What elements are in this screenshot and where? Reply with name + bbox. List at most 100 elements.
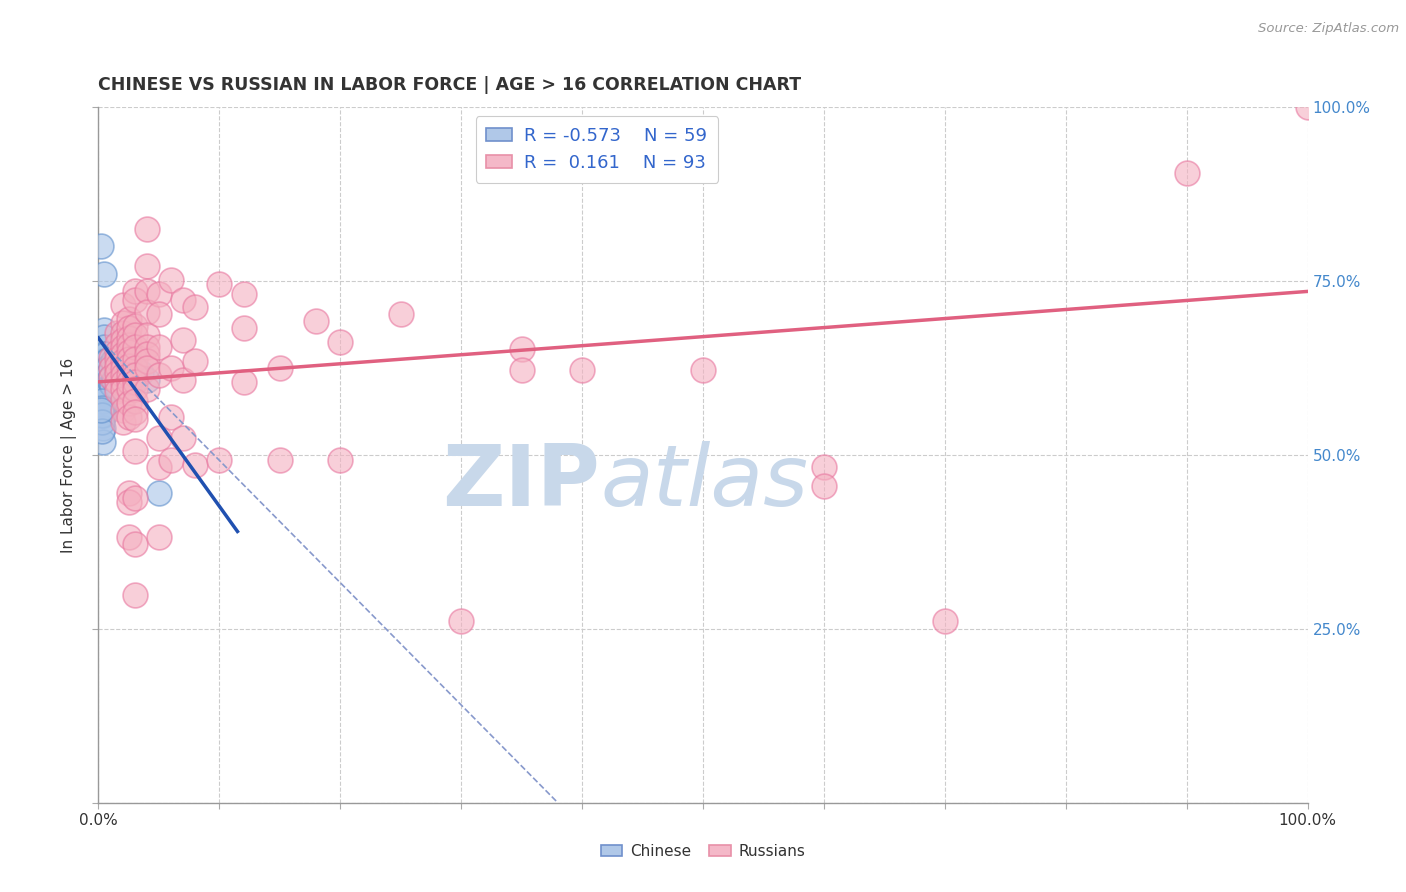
Point (94, 354, 117, 368)
Point (124, 444, 146, 458)
Point (93, 329, 115, 343)
Point (96, 373, 118, 387)
Point (96, 385, 118, 400)
Point (100, 378, 122, 392)
Point (124, 405, 146, 419)
Point (172, 293, 194, 308)
Point (94, 391, 117, 405)
Point (118, 375, 141, 389)
Point (111, 402, 134, 417)
Point (91, 424, 114, 438)
Point (148, 368, 170, 382)
Point (135, 328, 157, 343)
Point (111, 326, 134, 340)
Point (329, 453, 352, 467)
Point (111, 298, 134, 312)
Point (98, 373, 121, 387)
Point (124, 382, 146, 396)
Point (111, 316, 134, 330)
Point (135, 347, 157, 361)
Point (135, 259, 157, 273)
Point (934, 614, 956, 628)
Point (118, 359, 141, 373)
Point (510, 342, 533, 356)
Point (118, 530, 141, 544)
Point (91, 401, 114, 415)
Point (124, 491, 146, 505)
Point (389, 307, 412, 321)
Point (172, 333, 194, 347)
Point (118, 368, 141, 382)
Point (105, 380, 128, 394)
Y-axis label: In Labor Force | Age > 16: In Labor Force | Age > 16 (60, 358, 77, 552)
Point (100, 376, 122, 391)
Point (148, 286, 170, 301)
Point (208, 277, 231, 292)
Point (118, 351, 141, 366)
Point (124, 285, 146, 299)
Point (111, 333, 134, 347)
Point (692, 363, 714, 377)
Point (269, 453, 291, 467)
Point (148, 340, 170, 354)
Point (111, 392, 134, 407)
Point (93, 408, 115, 422)
Point (124, 589, 146, 603)
Point (93, 375, 115, 389)
Point (184, 301, 207, 315)
Point (160, 453, 183, 467)
Point (232, 286, 254, 301)
Point (96, 368, 118, 382)
Point (118, 331, 141, 345)
Point (100, 360, 122, 375)
Point (172, 373, 194, 387)
Point (135, 382, 157, 396)
Point (93, 267, 115, 281)
Point (329, 335, 352, 350)
Text: CHINESE VS RUSSIAN IN LABOR FORCE | AGE > 16 CORRELATION CHART: CHINESE VS RUSSIAN IN LABOR FORCE | AGE … (98, 77, 801, 95)
Point (1296, 100, 1319, 114)
Point (118, 321, 141, 335)
Point (305, 314, 328, 328)
Point (118, 382, 141, 396)
Point (124, 368, 146, 382)
Point (148, 486, 170, 500)
Point (98, 366, 121, 380)
Point (94, 386, 117, 401)
Point (94, 368, 117, 382)
Point (124, 293, 146, 308)
Point (135, 354, 157, 368)
Point (124, 328, 146, 343)
Point (111, 375, 134, 389)
Point (232, 375, 254, 389)
Point (160, 360, 183, 375)
Point (124, 351, 146, 366)
Point (124, 360, 146, 375)
Point (100, 370, 122, 384)
Point (90, 402, 112, 417)
Point (184, 354, 207, 368)
Point (118, 375, 141, 389)
Point (105, 366, 128, 380)
Point (97, 382, 120, 396)
Point (148, 530, 170, 544)
Point (118, 345, 141, 359)
Point (91, 435, 114, 450)
Point (118, 495, 141, 509)
Point (111, 354, 134, 368)
Point (160, 409, 183, 424)
Point (118, 396, 141, 410)
Point (105, 345, 128, 359)
Point (148, 431, 170, 445)
Point (105, 375, 128, 389)
Point (148, 460, 170, 475)
Point (160, 272, 183, 286)
Point (93, 323, 115, 337)
Point (97, 360, 120, 375)
Point (90, 239, 112, 253)
Point (91, 421, 114, 435)
Point (111, 415, 134, 429)
Point (91, 393, 114, 408)
Point (93, 368, 115, 382)
Point (96, 354, 118, 368)
